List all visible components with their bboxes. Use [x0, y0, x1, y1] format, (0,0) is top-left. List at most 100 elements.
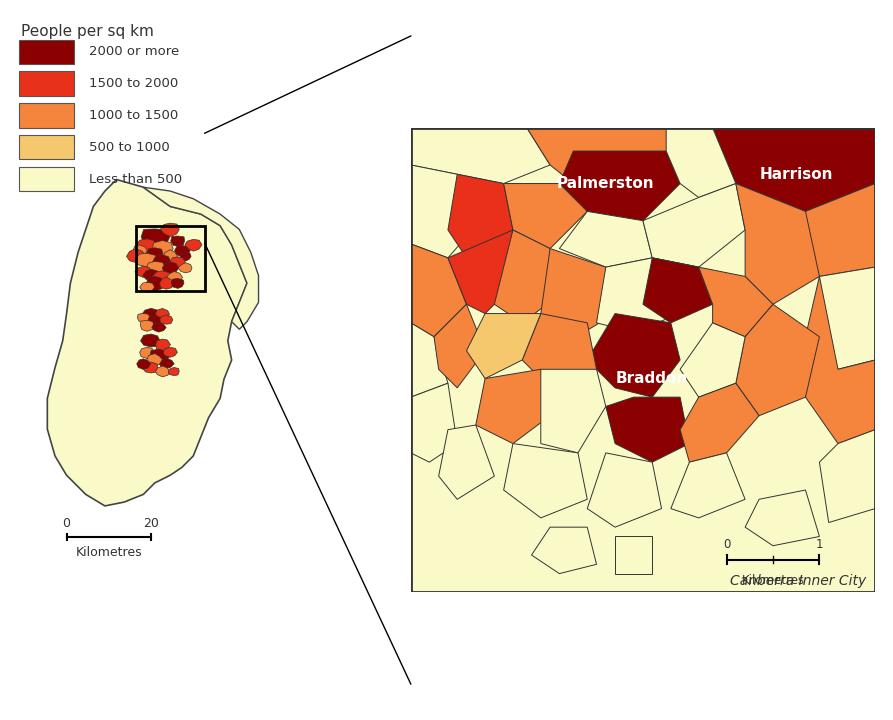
Polygon shape	[163, 250, 178, 261]
Polygon shape	[671, 453, 745, 518]
Polygon shape	[791, 184, 875, 276]
Polygon shape	[411, 244, 466, 337]
Text: Canberra Inner City: Canberra Inner City	[730, 574, 866, 588]
Text: 1: 1	[815, 539, 823, 552]
Bar	[19, 167, 74, 192]
Polygon shape	[133, 245, 147, 256]
Polygon shape	[153, 255, 171, 268]
Text: Braddon: Braddon	[616, 371, 689, 386]
Polygon shape	[434, 305, 485, 388]
Polygon shape	[47, 179, 247, 506]
Polygon shape	[495, 230, 559, 323]
Text: 1000 to 1500: 1000 to 1500	[89, 109, 179, 122]
Polygon shape	[698, 267, 773, 337]
Polygon shape	[605, 397, 689, 462]
Polygon shape	[170, 257, 185, 268]
Polygon shape	[160, 315, 173, 324]
Polygon shape	[155, 308, 170, 319]
Polygon shape	[137, 239, 157, 253]
Polygon shape	[142, 362, 158, 373]
Polygon shape	[160, 358, 174, 369]
Bar	[136, 225, 204, 291]
Polygon shape	[174, 246, 190, 257]
Polygon shape	[139, 347, 154, 359]
Polygon shape	[127, 248, 146, 262]
Polygon shape	[153, 240, 173, 256]
Polygon shape	[163, 347, 178, 357]
Bar	[19, 40, 74, 64]
Polygon shape	[559, 151, 680, 221]
Polygon shape	[150, 349, 170, 364]
Text: Less than 500: Less than 500	[89, 173, 182, 186]
Polygon shape	[713, 128, 875, 212]
Polygon shape	[527, 128, 689, 197]
Polygon shape	[171, 279, 184, 289]
Text: People per sq km: People per sq km	[21, 24, 154, 39]
Text: 500 to 1000: 500 to 1000	[89, 141, 170, 154]
Polygon shape	[736, 305, 820, 415]
Polygon shape	[178, 263, 192, 273]
Polygon shape	[559, 212, 652, 267]
Polygon shape	[411, 383, 457, 462]
Polygon shape	[139, 282, 154, 292]
Polygon shape	[643, 258, 713, 323]
Polygon shape	[438, 425, 495, 499]
Polygon shape	[180, 251, 191, 261]
Polygon shape	[160, 277, 173, 289]
Polygon shape	[169, 367, 179, 376]
Polygon shape	[135, 253, 160, 267]
Bar	[19, 71, 74, 96]
Text: 0: 0	[722, 539, 730, 552]
Polygon shape	[736, 184, 820, 305]
Polygon shape	[147, 316, 162, 328]
Polygon shape	[156, 339, 171, 351]
Polygon shape	[448, 174, 513, 258]
Polygon shape	[466, 314, 541, 379]
Text: Palmerston: Palmerston	[557, 176, 655, 191]
Polygon shape	[643, 184, 745, 267]
Polygon shape	[588, 314, 680, 397]
Polygon shape	[166, 271, 182, 283]
Polygon shape	[680, 323, 745, 397]
Polygon shape	[146, 261, 166, 274]
Polygon shape	[137, 359, 151, 369]
Polygon shape	[666, 128, 736, 197]
Polygon shape	[142, 308, 159, 320]
Polygon shape	[588, 453, 662, 527]
Text: 20: 20	[143, 517, 159, 530]
Polygon shape	[138, 313, 151, 323]
Polygon shape	[504, 444, 588, 518]
Text: 1500 to 2000: 1500 to 2000	[89, 77, 179, 90]
Bar	[19, 103, 74, 127]
Polygon shape	[504, 184, 588, 248]
Polygon shape	[615, 536, 652, 574]
Polygon shape	[531, 527, 597, 574]
Polygon shape	[185, 239, 202, 251]
Text: 2000 or more: 2000 or more	[89, 45, 179, 58]
Text: Harrison: Harrison	[759, 167, 833, 181]
Polygon shape	[140, 320, 154, 331]
Text: Kilometres: Kilometres	[741, 574, 805, 587]
Polygon shape	[155, 366, 170, 377]
Polygon shape	[541, 248, 615, 341]
Polygon shape	[805, 276, 875, 444]
Polygon shape	[597, 258, 698, 332]
Text: Kilometres: Kilometres	[75, 546, 142, 559]
Polygon shape	[680, 383, 759, 462]
Polygon shape	[141, 229, 170, 246]
Polygon shape	[143, 187, 259, 329]
Polygon shape	[152, 271, 172, 284]
Polygon shape	[448, 230, 522, 314]
Polygon shape	[146, 276, 165, 291]
Polygon shape	[820, 267, 875, 369]
Polygon shape	[163, 262, 179, 274]
Polygon shape	[411, 128, 550, 184]
Polygon shape	[745, 490, 820, 546]
Polygon shape	[143, 269, 159, 281]
Polygon shape	[135, 266, 152, 277]
Bar	[19, 135, 74, 160]
Polygon shape	[146, 354, 163, 366]
Polygon shape	[820, 430, 875, 523]
Polygon shape	[152, 323, 166, 332]
Polygon shape	[171, 236, 185, 246]
